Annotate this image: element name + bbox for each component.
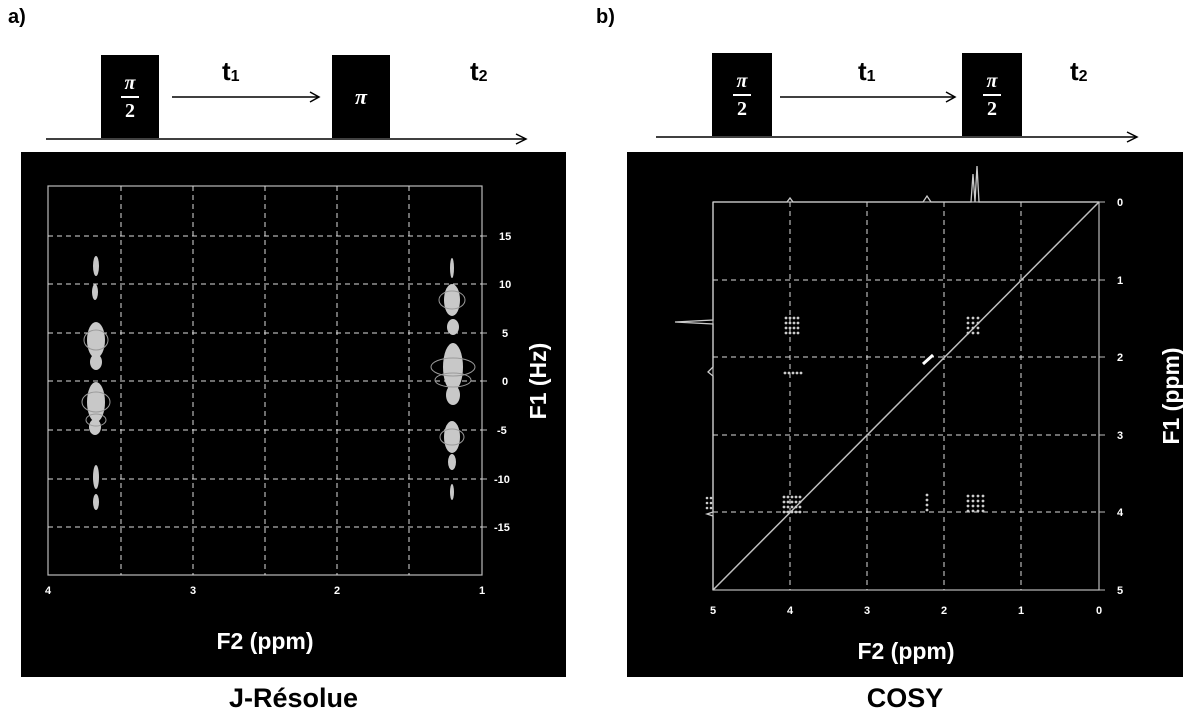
grid-vertical-a [120, 186, 410, 575]
fraction-bar [733, 93, 751, 96]
caption-a: J-Résolue [228, 683, 359, 713]
panel-b-letter: b) [596, 6, 615, 28]
x-tick-a-3: 1 [479, 585, 485, 597]
cosy-spectrum: 0 1 2 3 4 5 5 4 3 2 1 0 [674, 165, 1184, 664]
y-tick-b-1: 1 [1117, 275, 1123, 287]
x-tick-b-1: 4 [787, 605, 794, 617]
y-tick-a-3: 0 [502, 376, 508, 388]
peak-4-2p2 [783, 371, 803, 375]
x-tick-labels-b: 5 4 3 2 1 0 [710, 605, 1102, 617]
peak-2p2-3p9 [925, 493, 929, 512]
pulse-a-180-label: π [354, 83, 367, 109]
y-tick-a-1: 10 [499, 279, 511, 291]
pulse-b-90-first: π 2 [712, 53, 772, 136]
x-tick-labels-a: 4 3 2 1 [45, 585, 485, 597]
fraction-bar [983, 93, 1001, 96]
fraction-bar [121, 95, 139, 98]
y-tick-b-4: 4 [1117, 507, 1124, 519]
sequence-arrows-a [46, 91, 528, 145]
multiplet-a-right-contours [430, 290, 476, 446]
x-tick-a-1: 3 [190, 585, 196, 597]
y-tick-a-6: -15 [494, 522, 510, 534]
peak-edge-3p9 [705, 496, 713, 510]
t2-label-a: t2 [470, 56, 488, 86]
peak-4-1p5 [784, 316, 800, 335]
pulse-sequence-b: π 2 π 2 t1 t2 [600, 0, 1186, 150]
pulse-a-90: π 2 [101, 55, 159, 138]
diagonal-peak-2p2 [921, 353, 935, 366]
grid-vertical-b [789, 202, 1022, 590]
pulse-a-180: π [332, 55, 390, 138]
peak-4-3p9 [782, 495, 802, 514]
grid-horizontal-b [713, 279, 1099, 513]
peak-1p5-3p9 [966, 494, 985, 513]
pulse-b1-den: 2 [737, 97, 747, 120]
multiplet-a-left-contours [81, 329, 111, 427]
t1-label-b: t1 [858, 56, 876, 86]
x-tick-b-4: 1 [1018, 605, 1024, 617]
y-tick-a-5: -10 [494, 474, 510, 486]
pulse-b1-num: π [736, 69, 748, 92]
pulse-a-90-den: 2 [125, 99, 135, 122]
cross-peaks [705, 316, 985, 514]
multiplet-a-right [443, 258, 463, 500]
pulse-b2-num: π [986, 69, 998, 92]
x-tick-a-0: 4 [45, 585, 52, 597]
f2-projection [713, 165, 1099, 203]
peak-1p5-1p5 [966, 316, 980, 335]
y-axis-label-b: F1 (ppm) [1158, 347, 1183, 444]
spectrum-b-background: 0 1 2 3 4 5 5 4 3 2 1 0 [627, 152, 1184, 677]
y-tick-a-4: -5 [497, 425, 507, 437]
x-axis-label-b: F2 (ppm) [857, 638, 954, 664]
y-tick-labels-b: 0 1 2 3 4 5 [1117, 197, 1124, 597]
pulse-a-90-num: π [124, 71, 136, 94]
grid-horizontal-a [48, 235, 482, 528]
x-tick-b-2: 3 [864, 605, 870, 617]
y-tick-a-2: 5 [502, 328, 508, 340]
f1-projection [674, 202, 714, 590]
t2-label-b: t2 [1070, 56, 1088, 86]
x-tick-b-3: 2 [941, 605, 947, 617]
x-tick-b-0: 5 [710, 605, 716, 617]
x-tick-b-5: 0 [1096, 605, 1102, 617]
sequence-arrows-b [656, 91, 1139, 143]
x-axis-label-a: F2 (ppm) [216, 628, 313, 654]
t1-label-a: t1 [222, 56, 240, 86]
pulse-b2-den: 2 [987, 97, 997, 120]
multiplet-a-left [87, 256, 105, 510]
y-ticks-a [482, 235, 487, 528]
spectrum-a-background: 15 10 5 0 -5 -10 -15 4 3 2 1 [21, 152, 566, 677]
y-axis-label-a: F1 (Hz) [525, 343, 551, 420]
y-ticks-b [1099, 201, 1105, 591]
y-tick-b-3: 3 [1117, 430, 1123, 442]
y-tick-b-5: 5 [1117, 585, 1123, 597]
y-tick-b-0: 0 [1117, 197, 1123, 209]
j-resolved-spectrum: 15 10 5 0 -5 -10 -15 4 3 2 1 [45, 185, 551, 654]
y-tick-b-2: 2 [1117, 352, 1123, 364]
caption-b: COSY [866, 683, 944, 713]
panel-a-letter: a) [8, 6, 26, 28]
y-tick-a-0: 15 [499, 231, 511, 243]
x-tick-a-2: 2 [334, 585, 340, 597]
pulse-b-90-second: π 2 [962, 53, 1022, 136]
cosy-diagonal [712, 201, 1100, 591]
pulse-sequence-a: π 2 π t1 t2 [0, 0, 590, 150]
y-tick-labels-a: 15 10 5 0 -5 -10 -15 [494, 231, 511, 534]
